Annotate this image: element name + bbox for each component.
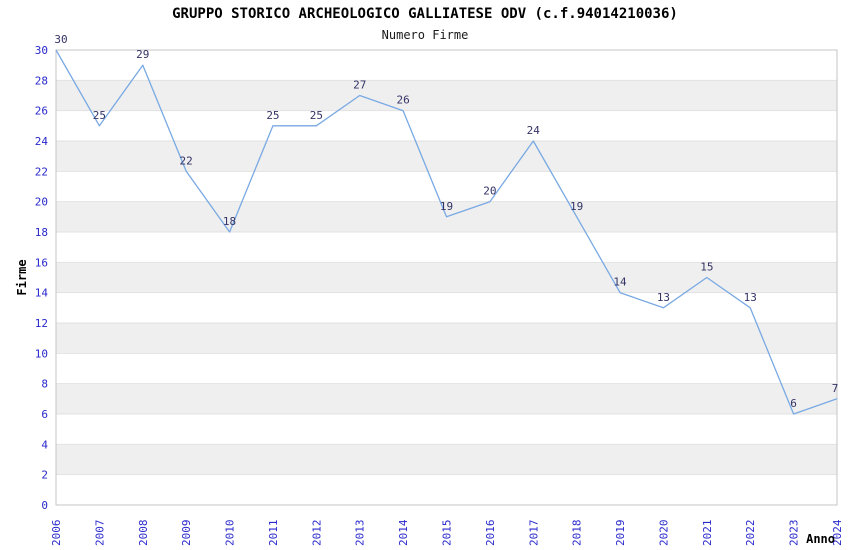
data-point-label: 26 (396, 94, 409, 107)
y-tick-label: 18 (35, 226, 48, 239)
data-point-label: 25 (310, 109, 323, 122)
y-tick-label: 26 (35, 105, 48, 118)
y-tick-label: 22 (35, 165, 48, 178)
x-tick-label: 2008 (137, 520, 150, 547)
plot-border (55, 49, 838, 506)
data-point-label: 22 (180, 154, 193, 167)
data-point-label: 29 (136, 48, 149, 61)
y-tick-label: 16 (35, 256, 48, 269)
data-point-label: 13 (657, 291, 670, 304)
y-tick-label: 6 (41, 408, 48, 421)
y-tick-label: 4 (41, 438, 48, 451)
data-point-label: 19 (440, 200, 453, 213)
data-point-label: 13 (744, 291, 757, 304)
y-tick-label: 12 (35, 317, 48, 330)
y-tick-label: 30 (35, 44, 48, 57)
data-point-label: 25 (266, 109, 279, 122)
y-tick-label: 24 (35, 135, 49, 148)
x-tick-label: 2012 (310, 520, 323, 547)
x-tick-label: 2016 (484, 520, 497, 547)
x-axis-title: Anno (806, 532, 835, 546)
x-tick-label: 2017 (527, 520, 540, 547)
x-tick-label: 2011 (267, 520, 280, 547)
x-tick-label: 2014 (397, 519, 410, 546)
x-tick-label: 2007 (93, 520, 106, 547)
y-tick-label: 2 (41, 469, 48, 482)
y-tick-label: 10 (35, 347, 48, 360)
grid-band (56, 80, 837, 111)
grid-band (56, 383, 837, 414)
x-tick-label: 2024 (831, 519, 844, 546)
data-point-label: 7 (832, 382, 839, 395)
y-tick-label: 8 (41, 378, 48, 391)
data-point-label: 27 (353, 79, 366, 92)
y-tick-label: 20 (35, 196, 48, 209)
data-point-label: 24 (527, 124, 541, 137)
x-tick-label: 2019 (614, 520, 627, 547)
chart-subtitle: Numero Firme (381, 28, 469, 42)
grid-band (56, 444, 837, 475)
data-point-label: 25 (93, 109, 106, 122)
y-tick-label: 14 (35, 287, 49, 300)
data-point-label: 20 (483, 185, 496, 198)
grid-band (56, 141, 837, 172)
data-point-label: 30 (54, 33, 67, 46)
x-tick-label: 2006 (50, 520, 63, 547)
x-tick-label: 2013 (354, 520, 367, 547)
y-tick-label: 0 (41, 499, 48, 512)
x-tick-label: 2020 (657, 520, 670, 547)
data-point-label: 6 (790, 397, 797, 410)
data-point-label: 18 (223, 215, 236, 228)
x-tick-label: 2009 (180, 520, 193, 547)
x-tick-label: 2010 (224, 520, 237, 547)
data-point-label: 14 (613, 276, 627, 289)
chart-title: GRUPPO STORICO ARCHEOLOGICO GALLIATESE O… (172, 6, 678, 22)
data-point-label: 15 (700, 261, 713, 274)
grid-band (56, 262, 837, 293)
series-line (55, 49, 838, 415)
x-tick-label: 2023 (788, 520, 801, 547)
y-axis-title: Firme (15, 259, 29, 295)
grid-band (56, 323, 837, 354)
x-tick-label: 2015 (441, 520, 454, 547)
y-tick-label: 28 (35, 74, 48, 87)
data-point-label: 19 (570, 200, 583, 213)
x-tick-label: 2021 (701, 520, 714, 547)
x-tick-label: 2018 (571, 520, 584, 547)
x-tick-label: 2022 (744, 520, 757, 547)
